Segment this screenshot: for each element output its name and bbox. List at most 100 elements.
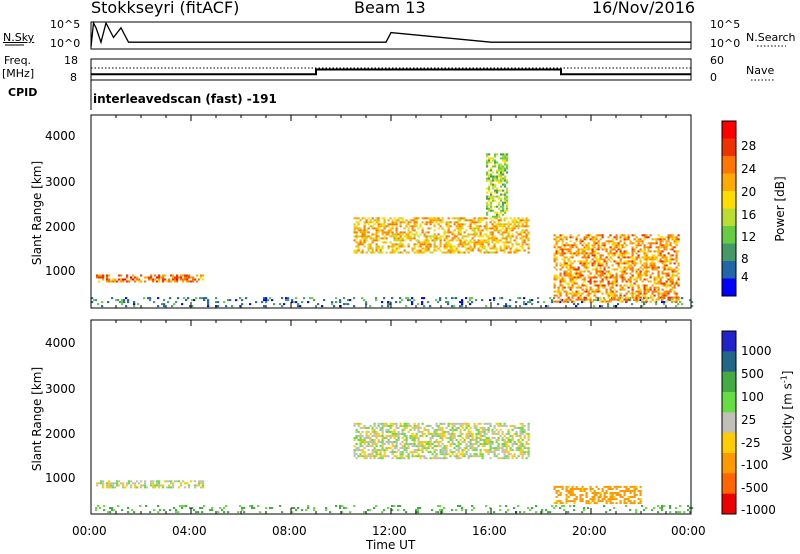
- heatmap-cell: [492, 209, 495, 212]
- heatmap-cell: [601, 498, 604, 501]
- heatmap-cell: [301, 301, 304, 304]
- heatmap-cell: [469, 297, 472, 300]
- heatmap-cell: [621, 300, 624, 303]
- heatmap-cell: [101, 301, 104, 304]
- power-cbar-tick-8: 8: [741, 252, 749, 266]
- heatmap-cell: [487, 243, 490, 246]
- heatmap-cell: [321, 305, 324, 308]
- heatmap-cell: [619, 297, 622, 300]
- heatmap-cell: [653, 290, 656, 293]
- heatmap-cell: [669, 284, 672, 287]
- heatmap-cell: [647, 280, 650, 283]
- heatmap-cell: [617, 242, 620, 245]
- heatmap-cell: [585, 284, 588, 287]
- heatmap-cell: [490, 169, 493, 172]
- heatmap-cell: [639, 502, 642, 505]
- heatmap-cell: [407, 445, 410, 448]
- heatmap-cell: [419, 435, 422, 437]
- heatmap-cell: [439, 221, 442, 224]
- heatmap-cell: [569, 262, 572, 265]
- heatmap-cell: [523, 239, 526, 242]
- heatmap-cell: [502, 153, 505, 156]
- heatmap-cell: [367, 449, 370, 452]
- heatmap-cell: [565, 236, 568, 239]
- heatmap-cell: [519, 219, 522, 222]
- heatmap-cell: [425, 249, 428, 252]
- heatmap-cell: [655, 298, 658, 301]
- heatmap-cell: [565, 298, 568, 301]
- heatmap-cell: [309, 297, 312, 300]
- heatmap-cell: [469, 447, 472, 450]
- heatmap-cell: [397, 509, 400, 512]
- heatmap-cell: [411, 437, 414, 439]
- heatmap-cell: [505, 511, 508, 514]
- heatmap-cell: [451, 453, 454, 456]
- heatmap-cell: [459, 457, 462, 460]
- heatmap-cell: [405, 223, 408, 226]
- heatmap-cell: [425, 243, 428, 246]
- heatmap-cell: [401, 457, 404, 460]
- heatmap-cell: [498, 195, 501, 198]
- heatmap-cell: [467, 428, 470, 431]
- heatmap-cell: [361, 455, 364, 458]
- heatmap-cell: [504, 157, 507, 160]
- heatmap-cell: [409, 437, 412, 439]
- heatmap-cell: [383, 451, 386, 454]
- heatmap-cell: [93, 299, 96, 302]
- heatmap-cell: [461, 303, 464, 306]
- noise-left-tick-top: 10^5: [50, 18, 81, 31]
- heatmap-cell: [485, 428, 488, 431]
- heatmap-cell: [587, 280, 590, 283]
- heatmap-cell: [597, 286, 600, 289]
- heatmap-cell: [451, 217, 454, 220]
- heatmap-cell: [587, 236, 590, 239]
- colorbar-swatch: [722, 412, 736, 434]
- heatmap-cell: [397, 217, 400, 220]
- heatmap-cell: [493, 447, 496, 450]
- heatmap-cell: [389, 422, 392, 425]
- heatmap-cell: [459, 229, 462, 232]
- heatmap-cell: [627, 278, 630, 281]
- heatmap-cell: [491, 235, 494, 238]
- heatmap-cell: [417, 251, 420, 254]
- heatmap-cell: [611, 254, 614, 257]
- heatmap-cell: [391, 249, 394, 252]
- heatmap-cell: [469, 443, 472, 445]
- heatmap-cell: [571, 278, 574, 281]
- heatmap-cell: [451, 430, 454, 433]
- heatmap-cell: [98, 274, 101, 277]
- heatmap-cell: [561, 502, 564, 505]
- heatmap-cell: [190, 480, 193, 483]
- heatmap-cell: [575, 282, 578, 285]
- heatmap-cell: [409, 239, 412, 242]
- heatmap-cell: [559, 262, 562, 265]
- velocity-range-tick-4000: 4000: [45, 336, 76, 350]
- heatmap-cell: [519, 428, 522, 431]
- heatmap-cell: [467, 430, 470, 433]
- heatmap-cell: [505, 303, 508, 306]
- heatmap-cell: [369, 245, 372, 248]
- heatmap-cell: [659, 244, 662, 247]
- heatmap-cell: [383, 424, 386, 427]
- heatmap-cell: [463, 239, 466, 242]
- heatmap-cell: [555, 264, 558, 267]
- heatmap-cell: [373, 428, 376, 431]
- heatmap-cell: [139, 505, 142, 507]
- heatmap-cell: [607, 242, 610, 245]
- heatmap-cell: [387, 233, 390, 236]
- heatmap-cell: [537, 297, 540, 300]
- heatmap-cell: [485, 443, 488, 445]
- heatmap-cell: [601, 248, 604, 251]
- heatmap-cell: [399, 245, 402, 248]
- heatmap-cell: [483, 225, 486, 228]
- heatmap-cell: [671, 286, 674, 289]
- heatmap-cell: [513, 443, 516, 445]
- heatmap-cell: [527, 428, 530, 431]
- heatmap-cell: [194, 278, 197, 281]
- heatmap-cell: [495, 223, 498, 226]
- heatmap-cell: [377, 217, 380, 220]
- heatmap-cell: [601, 258, 604, 261]
- heatmap-cell: [176, 278, 179, 281]
- heatmap-cell: [467, 449, 470, 452]
- heatmap-cell: [415, 432, 418, 435]
